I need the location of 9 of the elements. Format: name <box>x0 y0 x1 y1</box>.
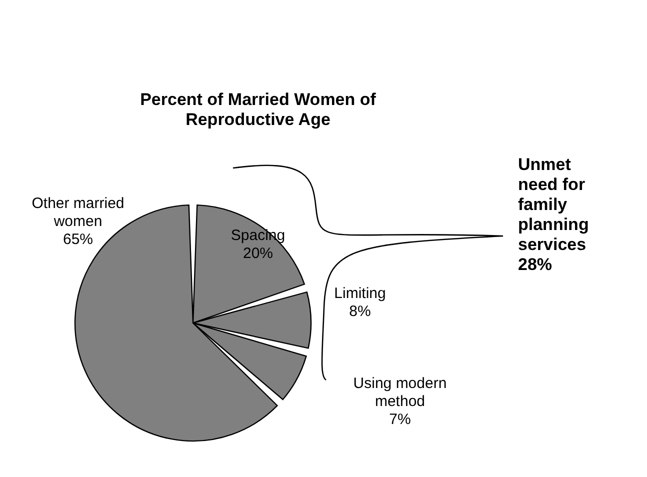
slice-label: Using modern method <box>353 375 447 410</box>
data-label: 20% <box>242 245 274 262</box>
text: Unmet need for family planning services 28% <box>518 155 589 274</box>
slice-label: Other married women <box>32 195 124 230</box>
data-label: 65% <box>62 231 94 248</box>
data-label: 8% <box>349 303 371 320</box>
slice-label: Limiting <box>334 285 386 302</box>
chart-title: Percent of Married Women of Reproductive Age <box>140 90 376 129</box>
data-label: 7% <box>389 411 411 428</box>
